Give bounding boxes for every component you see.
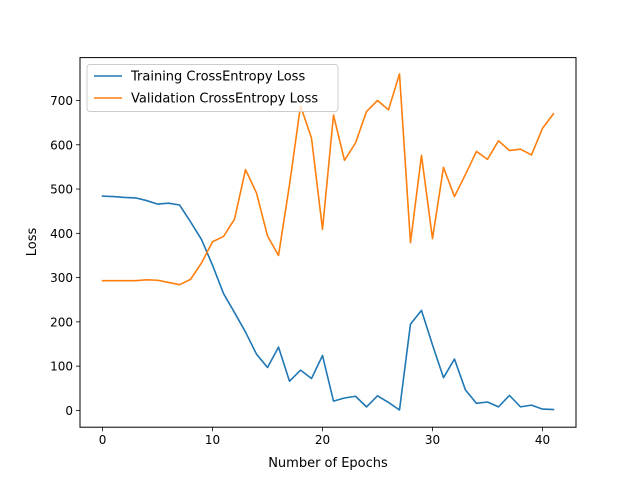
y-tick-label: 700	[50, 94, 73, 108]
y-tick-label: 500	[50, 183, 73, 197]
x-tick-label: 30	[425, 433, 440, 447]
series-layer	[101, 73, 555, 411]
y-tick-label: 300	[50, 271, 73, 285]
x-tick-label: 0	[99, 433, 107, 447]
legend: Training CrossEntropy Loss Validation Cr…	[86, 64, 339, 112]
legend-box	[86, 64, 339, 112]
y-tick-label: 0	[65, 404, 73, 418]
x-tick-label: 20	[315, 433, 330, 447]
y-tick-label: 400	[50, 227, 73, 241]
legend-label-validation: Validation CrossEntropy Loss	[131, 92, 318, 107]
y-axis-label: Loss	[25, 228, 40, 257]
legend-label-training: Training CrossEntropy Loss	[130, 70, 305, 85]
y-tick-label: 200	[50, 315, 73, 329]
x-tick-label: 10	[205, 433, 220, 447]
x-tick-label: 40	[535, 433, 550, 447]
x-axis-label: Number of Epochs	[268, 456, 388, 471]
x-axis-ticks: 0 10 20 30 40	[99, 427, 550, 447]
series-line-training	[101, 195, 555, 411]
y-tick-label: 100	[50, 360, 73, 374]
y-axis-ticks: 0 100 200 300 400 500 600 700	[50, 94, 80, 418]
y-tick-label: 600	[50, 138, 73, 152]
series-line-validation	[101, 73, 555, 286]
plot-frame	[79, 57, 577, 428]
